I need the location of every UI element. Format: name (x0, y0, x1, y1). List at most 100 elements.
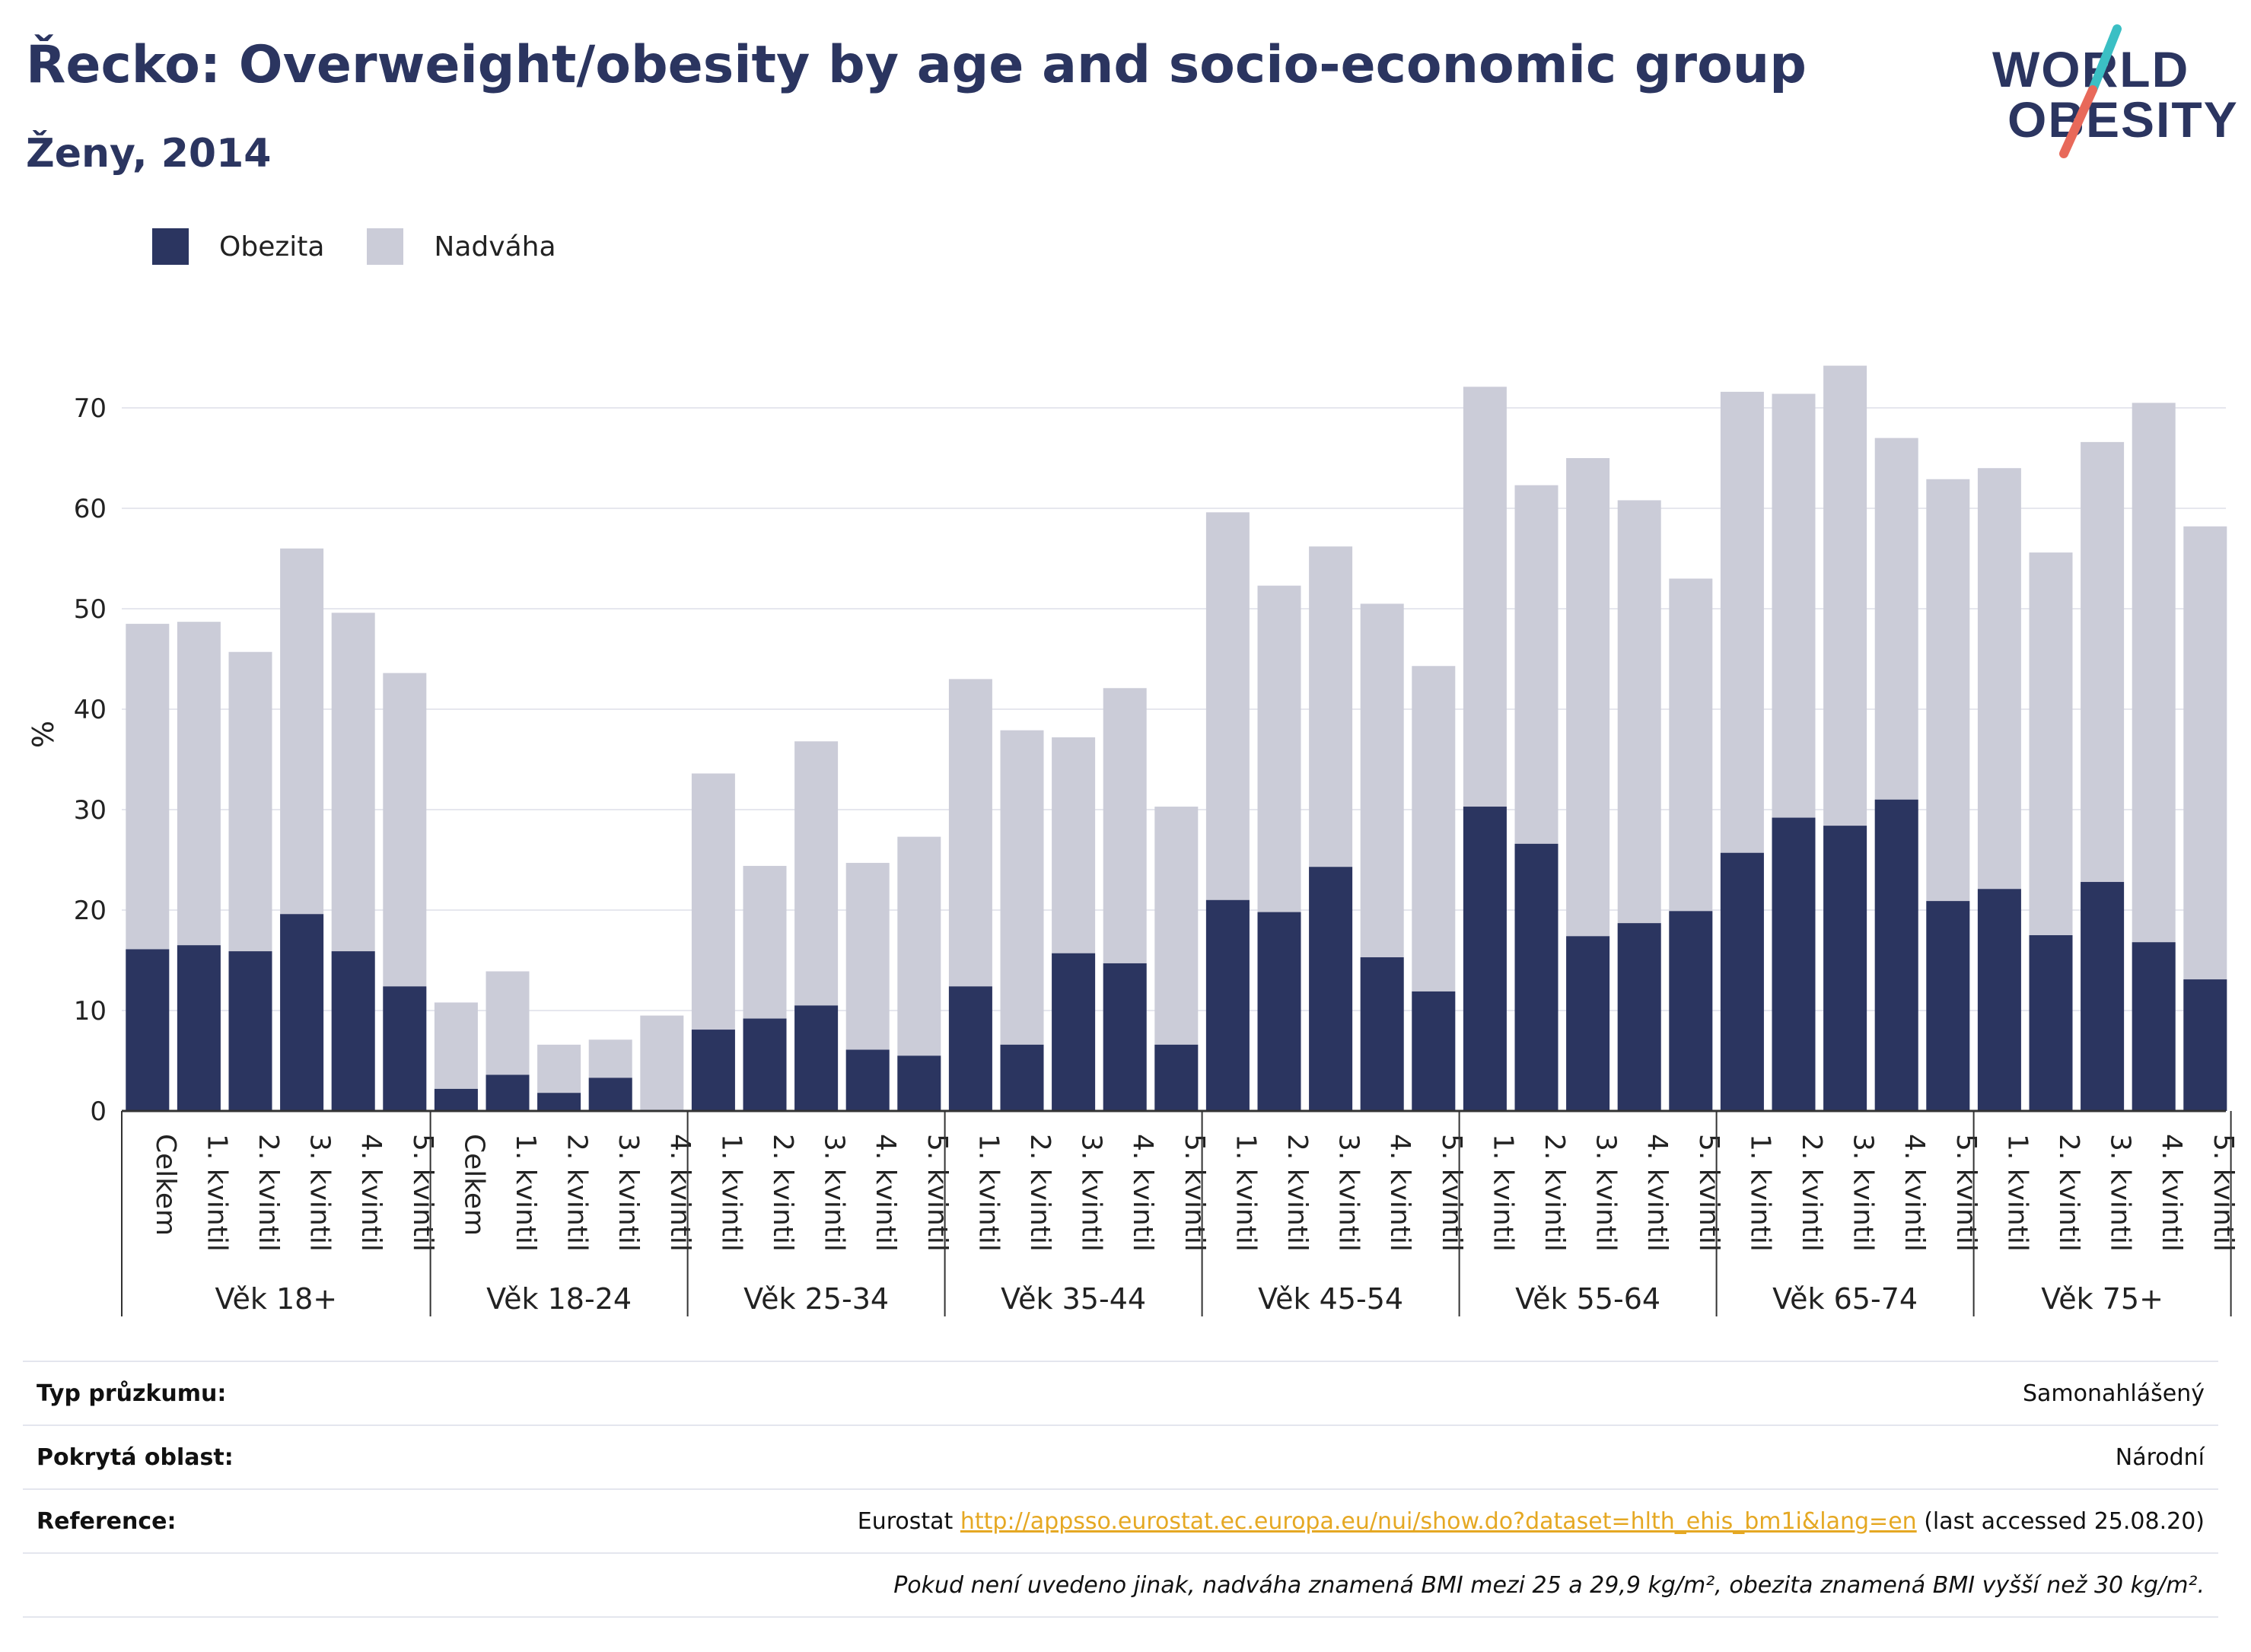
bar-obezita (897, 1055, 941, 1111)
reference-value: Eurostat http://appsso.eurostat.ec.europ… (858, 1508, 2218, 1535)
bar-obezita (2081, 882, 2125, 1111)
x-tick-label: 5. kvintil (1693, 1134, 1724, 1252)
bar-obezita (434, 1088, 478, 1111)
x-tick-label: 1. kvintil (715, 1134, 747, 1252)
x-tick-label: 1. kvintil (1230, 1134, 1261, 1252)
group-label: Věk 65-74 (1772, 1282, 1918, 1316)
reference-accessed: (last accessed 25.08.20) (1924, 1507, 2205, 1535)
bar-obezita (383, 986, 427, 1111)
chart-subtitle: Ženy, 2014 (26, 131, 272, 177)
bar-obezita (1052, 953, 1096, 1111)
group-label: Věk 25-34 (743, 1282, 889, 1316)
x-tick-label: 3. kvintil (1333, 1134, 1364, 1252)
y-axis-label: % (27, 721, 60, 748)
y-tick-label: 50 (74, 594, 107, 625)
x-tick-label: 2. kvintil (767, 1134, 798, 1252)
x-tick-label: Celkem (150, 1134, 181, 1236)
x-tick-label: 4. kvintil (1641, 1134, 1673, 1252)
survey-type-value: Samonahlášený (2023, 1380, 2205, 1407)
x-tick-label: 3. kvintil (1076, 1134, 1107, 1252)
legend-item-nadvaha: Nadváha (367, 228, 556, 265)
group-label: Věk 75+ (2041, 1282, 2163, 1316)
y-tick-label: 10 (74, 996, 107, 1027)
x-tick-label: 4. kvintil (1899, 1134, 1930, 1252)
bar-obezita (794, 1005, 839, 1111)
y-axis: 0 10 20 30 40 50 60 70% (27, 393, 107, 1127)
area-label: Pokrytá oblast: (37, 1444, 234, 1471)
x-tick-label: 2. kvintil (1282, 1134, 1313, 1252)
bar-obezita (1514, 843, 1559, 1111)
x-tick-label: Celkem (458, 1134, 489, 1236)
bar-obezita (1257, 912, 1301, 1111)
bar-obezita (1720, 852, 1764, 1111)
meta-row-survey-type: Typ průzkumu: Samonahlášený (23, 1361, 2218, 1424)
reference-link[interactable]: http://appsso.eurostat.ec.europa.eu/nui/… (960, 1507, 1917, 1535)
bar-obezita (2183, 979, 2227, 1111)
x-tick-label: 3. kvintil (1590, 1134, 1622, 1252)
bar-obezita (1566, 936, 1610, 1111)
bar-obezita (1205, 899, 1250, 1111)
x-tick-label: 3. kvintil (613, 1134, 644, 1252)
meta-row-area: Pokrytá oblast: Národní (23, 1424, 2218, 1488)
bar-obezita (1103, 963, 1147, 1111)
y-tick-label: 30 (74, 795, 107, 826)
bars (126, 365, 2227, 1111)
bar-obezita (1360, 957, 1404, 1111)
x-tick-label: 4. kvintil (870, 1134, 901, 1252)
reference-source: Eurostat (857, 1507, 954, 1535)
y-tick-label: 0 (90, 1097, 107, 1127)
bar-obezita (1309, 867, 1353, 1111)
bar-obezita (948, 986, 992, 1111)
bmi-definition-note: Pokud není uvedeno jinak, nadváha znamen… (893, 1571, 2205, 1599)
bar-nadvaha (640, 1015, 684, 1111)
x-tick-label: 5. kvintil (1436, 1134, 1467, 1252)
legend-item-obezita: Obezita (152, 228, 324, 265)
bar-obezita (1874, 799, 1918, 1111)
bar-obezita (743, 1018, 787, 1111)
x-tick-label: 2. kvintil (1539, 1134, 1570, 1252)
reference-label: Reference: (37, 1507, 177, 1535)
survey-type-label: Typ průzkumu: (37, 1380, 227, 1407)
bar-obezita (1977, 889, 2021, 1111)
bar-obezita (1823, 826, 1867, 1111)
chart-title: Řecko: Overweight/obesity by age and soc… (26, 35, 1807, 95)
x-tick-label: 4. kvintil (2156, 1134, 2187, 1252)
x-tick-label: 3. kvintil (819, 1134, 850, 1252)
x-tick-label: 5. kvintil (922, 1134, 953, 1252)
x-tick-label: 2. kvintil (2053, 1134, 2084, 1252)
stacked-bar-chart: 0 10 20 30 40 50 60 70% Celkem 1. kvintil 2. kvin… (27, 365, 2239, 1316)
x-tick-label: 1. kvintil (2001, 1134, 2033, 1252)
bar-obezita (1772, 817, 1816, 1111)
x-axis: Celkem 1. kvintil 2. kvintil 3. kvintil 4. k… (121, 1109, 2239, 1316)
bar-obezita (691, 1030, 735, 1111)
bar-obezita (588, 1077, 632, 1111)
x-tick-label: 3. kvintil (2105, 1134, 2136, 1252)
x-tick-label: 1. kvintil (1744, 1134, 1775, 1252)
world-obesity-logo: WORLD OBESITY (1992, 24, 2237, 158)
logo-stroke-coral (2059, 85, 2097, 158)
x-tick-label: 2. kvintil (562, 1134, 593, 1252)
legend-swatch-obezita (152, 228, 189, 265)
logo-text-obesity: OBESITY (2007, 91, 2237, 148)
bar-obezita (1154, 1044, 1199, 1111)
x-tick-label: 2. kvintil (1024, 1134, 1055, 1252)
bar-obezita (280, 914, 324, 1111)
bar-obezita (2132, 942, 2176, 1111)
x-tick-label: 1. kvintil (510, 1134, 541, 1252)
x-tick-label: 4. kvintil (1127, 1134, 1158, 1252)
legend-swatch-nadvaha (367, 228, 404, 265)
group-label: Věk 18-24 (486, 1282, 632, 1316)
metadata-table: Typ průzkumu: Samonahlášený Pokrytá obla… (23, 1361, 2218, 1618)
x-tick-label: 2. kvintil (253, 1134, 284, 1252)
y-tick-label: 20 (74, 896, 107, 926)
x-tick-label: 4. kvintil (355, 1134, 387, 1252)
bar-obezita (845, 1049, 890, 1111)
bar-obezita (177, 945, 221, 1111)
x-tick-label: 5. kvintil (407, 1134, 438, 1252)
legend-label-nadvaha: Nadváha (434, 231, 556, 263)
logo-stroke-teal (2088, 24, 2122, 94)
bar-obezita (486, 1074, 530, 1111)
legend-label-obezita: Obezita (219, 231, 325, 263)
y-tick-label: 60 (74, 494, 107, 524)
meta-row-reference: Reference: Eurostat http://appsso.eurost… (23, 1488, 2218, 1552)
